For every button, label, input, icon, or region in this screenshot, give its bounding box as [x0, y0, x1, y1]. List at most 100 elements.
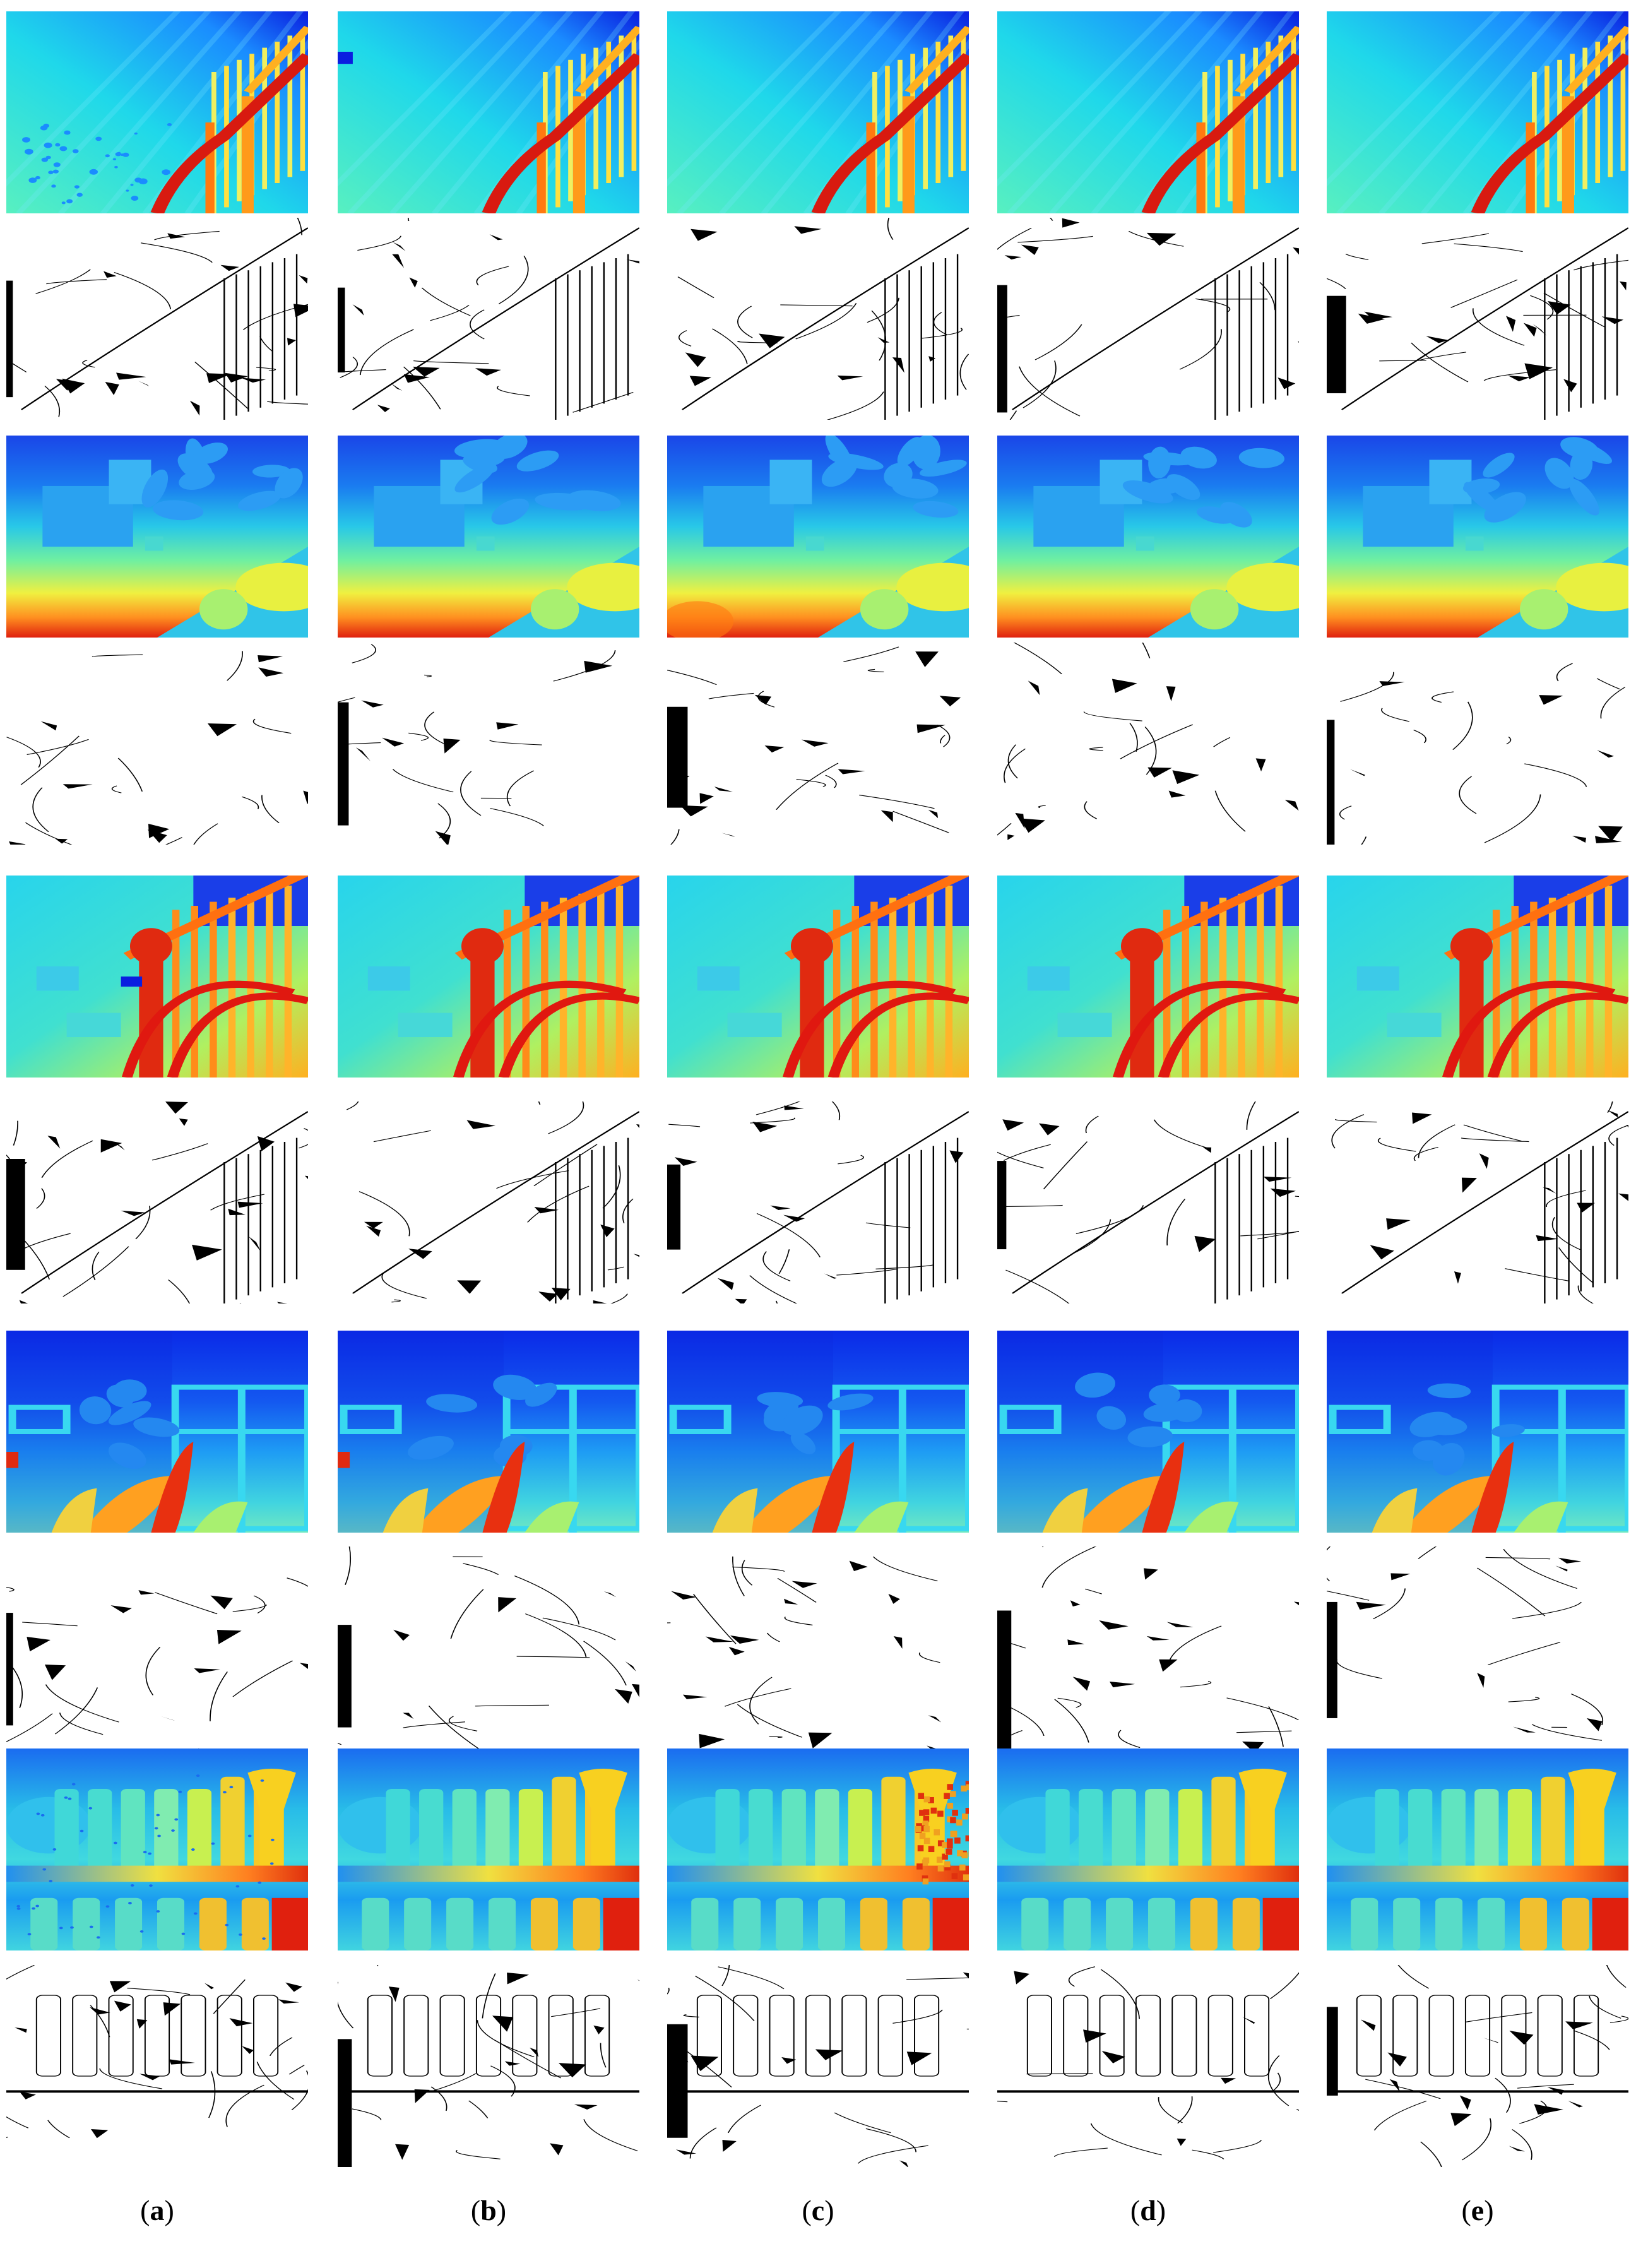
disparity-map-plant-table-b [338, 436, 639, 638]
disparity-map-railing-hoops-a [6, 876, 308, 1078]
error-map-shelf-vases-e [1327, 1965, 1628, 2167]
disparity-map-railing-hoops-e [1327, 876, 1628, 1078]
disparity-map-railing-hoops-c [667, 876, 969, 1078]
disparity-map-image [6, 436, 308, 638]
error-map-railing-hoops-e [1327, 1101, 1628, 1303]
column-label-b: (b) [470, 2194, 507, 2226]
disparity-map-stairs-railing-d [997, 11, 1299, 213]
column-label-letter: b [480, 2194, 497, 2226]
disparity-map-image [6, 11, 308, 213]
column-label-d: (d) [1130, 2194, 1166, 2226]
disparity-map-plant-table-c [667, 436, 969, 638]
disparity-map-shelf-vases-e [1327, 1748, 1628, 1950]
disparity-map-image [997, 1331, 1299, 1533]
disparity-map-window-plants-a [6, 1331, 308, 1533]
column-label-letter: a [150, 2194, 165, 2226]
disparity-map-plant-table-a [6, 436, 308, 638]
error-map-railing-hoops-d [997, 1101, 1299, 1303]
disparity-map-stairs-railing-c [667, 11, 969, 213]
error-map-plant-table-a [6, 643, 308, 845]
error-map-window-plants-b [338, 1547, 639, 1748]
disparity-map-image [6, 876, 308, 1078]
error-map-image [997, 1547, 1299, 1748]
error-map-image [997, 643, 1299, 845]
error-map-image [997, 1965, 1299, 2167]
disparity-map-image [667, 436, 969, 638]
disparity-map-stairs-railing-e [1327, 11, 1628, 213]
error-map-image [338, 1101, 639, 1303]
error-map-shelf-vases-c [667, 1965, 969, 2167]
error-map-plant-table-e [1327, 643, 1628, 845]
disparity-map-image [6, 1331, 308, 1533]
disparity-map-shelf-vases-c [667, 1748, 969, 1950]
disparity-map-image [338, 1748, 639, 1950]
disparity-map-image [667, 11, 969, 213]
error-map-image [1327, 1101, 1628, 1303]
error-map-plant-table-c [667, 643, 969, 845]
disparity-map-window-plants-d [997, 1331, 1299, 1533]
error-map-image [338, 643, 639, 845]
error-map-image [667, 1547, 969, 1748]
disparity-map-window-plants-c [667, 1331, 969, 1533]
error-map-image [1327, 218, 1628, 420]
disparity-map-image [338, 1331, 639, 1533]
error-map-image [6, 1547, 308, 1748]
error-map-image [667, 218, 969, 420]
disparity-map-window-plants-e [1327, 1331, 1628, 1533]
column-label-e: (e) [1461, 2194, 1494, 2226]
error-map-stairs-railing-e [1327, 218, 1628, 420]
error-map-image [667, 1101, 969, 1303]
disparity-map-shelf-vases-d [997, 1748, 1299, 1950]
error-map-stairs-railing-a [6, 218, 308, 420]
disparity-map-image [1327, 1331, 1628, 1533]
disparity-map-plant-table-e [1327, 436, 1628, 638]
error-map-image [667, 1965, 969, 2167]
error-map-shelf-vases-a [6, 1965, 308, 2167]
error-map-stairs-railing-d [997, 218, 1299, 420]
error-map-window-plants-a [6, 1547, 308, 1748]
disparity-map-railing-hoops-b [338, 876, 639, 1078]
disparity-map-image [338, 876, 639, 1078]
disparity-map-image [6, 1748, 308, 1950]
column-label-a: (a) [140, 2194, 174, 2226]
disparity-map-shelf-vases-a [6, 1748, 308, 1950]
disparity-map-image [1327, 436, 1628, 638]
disparity-map-window-plants-b [338, 1331, 639, 1533]
error-map-image [6, 643, 308, 845]
column-label-letter: d [1140, 2194, 1156, 2226]
error-map-image [1327, 1965, 1628, 2167]
error-map-image [997, 218, 1299, 420]
error-map-window-plants-c [667, 1547, 969, 1748]
error-map-stairs-railing-b [338, 218, 639, 420]
disparity-map-image [997, 436, 1299, 638]
disparity-map-stairs-railing-a [6, 11, 308, 213]
error-map-image [997, 1101, 1299, 1303]
error-map-image [6, 1965, 308, 2167]
column-label-c: (c) [802, 2194, 834, 2226]
disparity-map-image [997, 876, 1299, 1078]
error-map-image [1327, 643, 1628, 845]
disparity-map-image [997, 1748, 1299, 1950]
error-map-plant-table-d [997, 643, 1299, 845]
error-map-plant-table-b [338, 643, 639, 845]
disparity-map-plant-table-d [997, 436, 1299, 638]
error-map-image [667, 643, 969, 845]
error-map-window-plants-d [997, 1547, 1299, 1748]
disparity-map-image [1327, 876, 1628, 1078]
error-map-shelf-vases-b [338, 1965, 639, 2167]
error-map-stairs-railing-c [667, 218, 969, 420]
disparity-map-image [997, 11, 1299, 213]
error-map-image [338, 218, 639, 420]
disparity-map-image [667, 876, 969, 1078]
disparity-map-shelf-vases-b [338, 1748, 639, 1950]
disparity-map-image [667, 1748, 969, 1950]
disparity-map-stairs-railing-b [338, 11, 639, 213]
column-label-letter: e [1471, 2194, 1485, 2226]
error-map-image [338, 1547, 639, 1748]
error-map-railing-hoops-a [6, 1101, 308, 1303]
error-map-window-plants-e [1327, 1547, 1628, 1748]
column-label-letter: c [811, 2194, 825, 2226]
error-map-image [6, 218, 308, 420]
error-map-image [338, 1965, 639, 2167]
disparity-map-image [338, 436, 639, 638]
